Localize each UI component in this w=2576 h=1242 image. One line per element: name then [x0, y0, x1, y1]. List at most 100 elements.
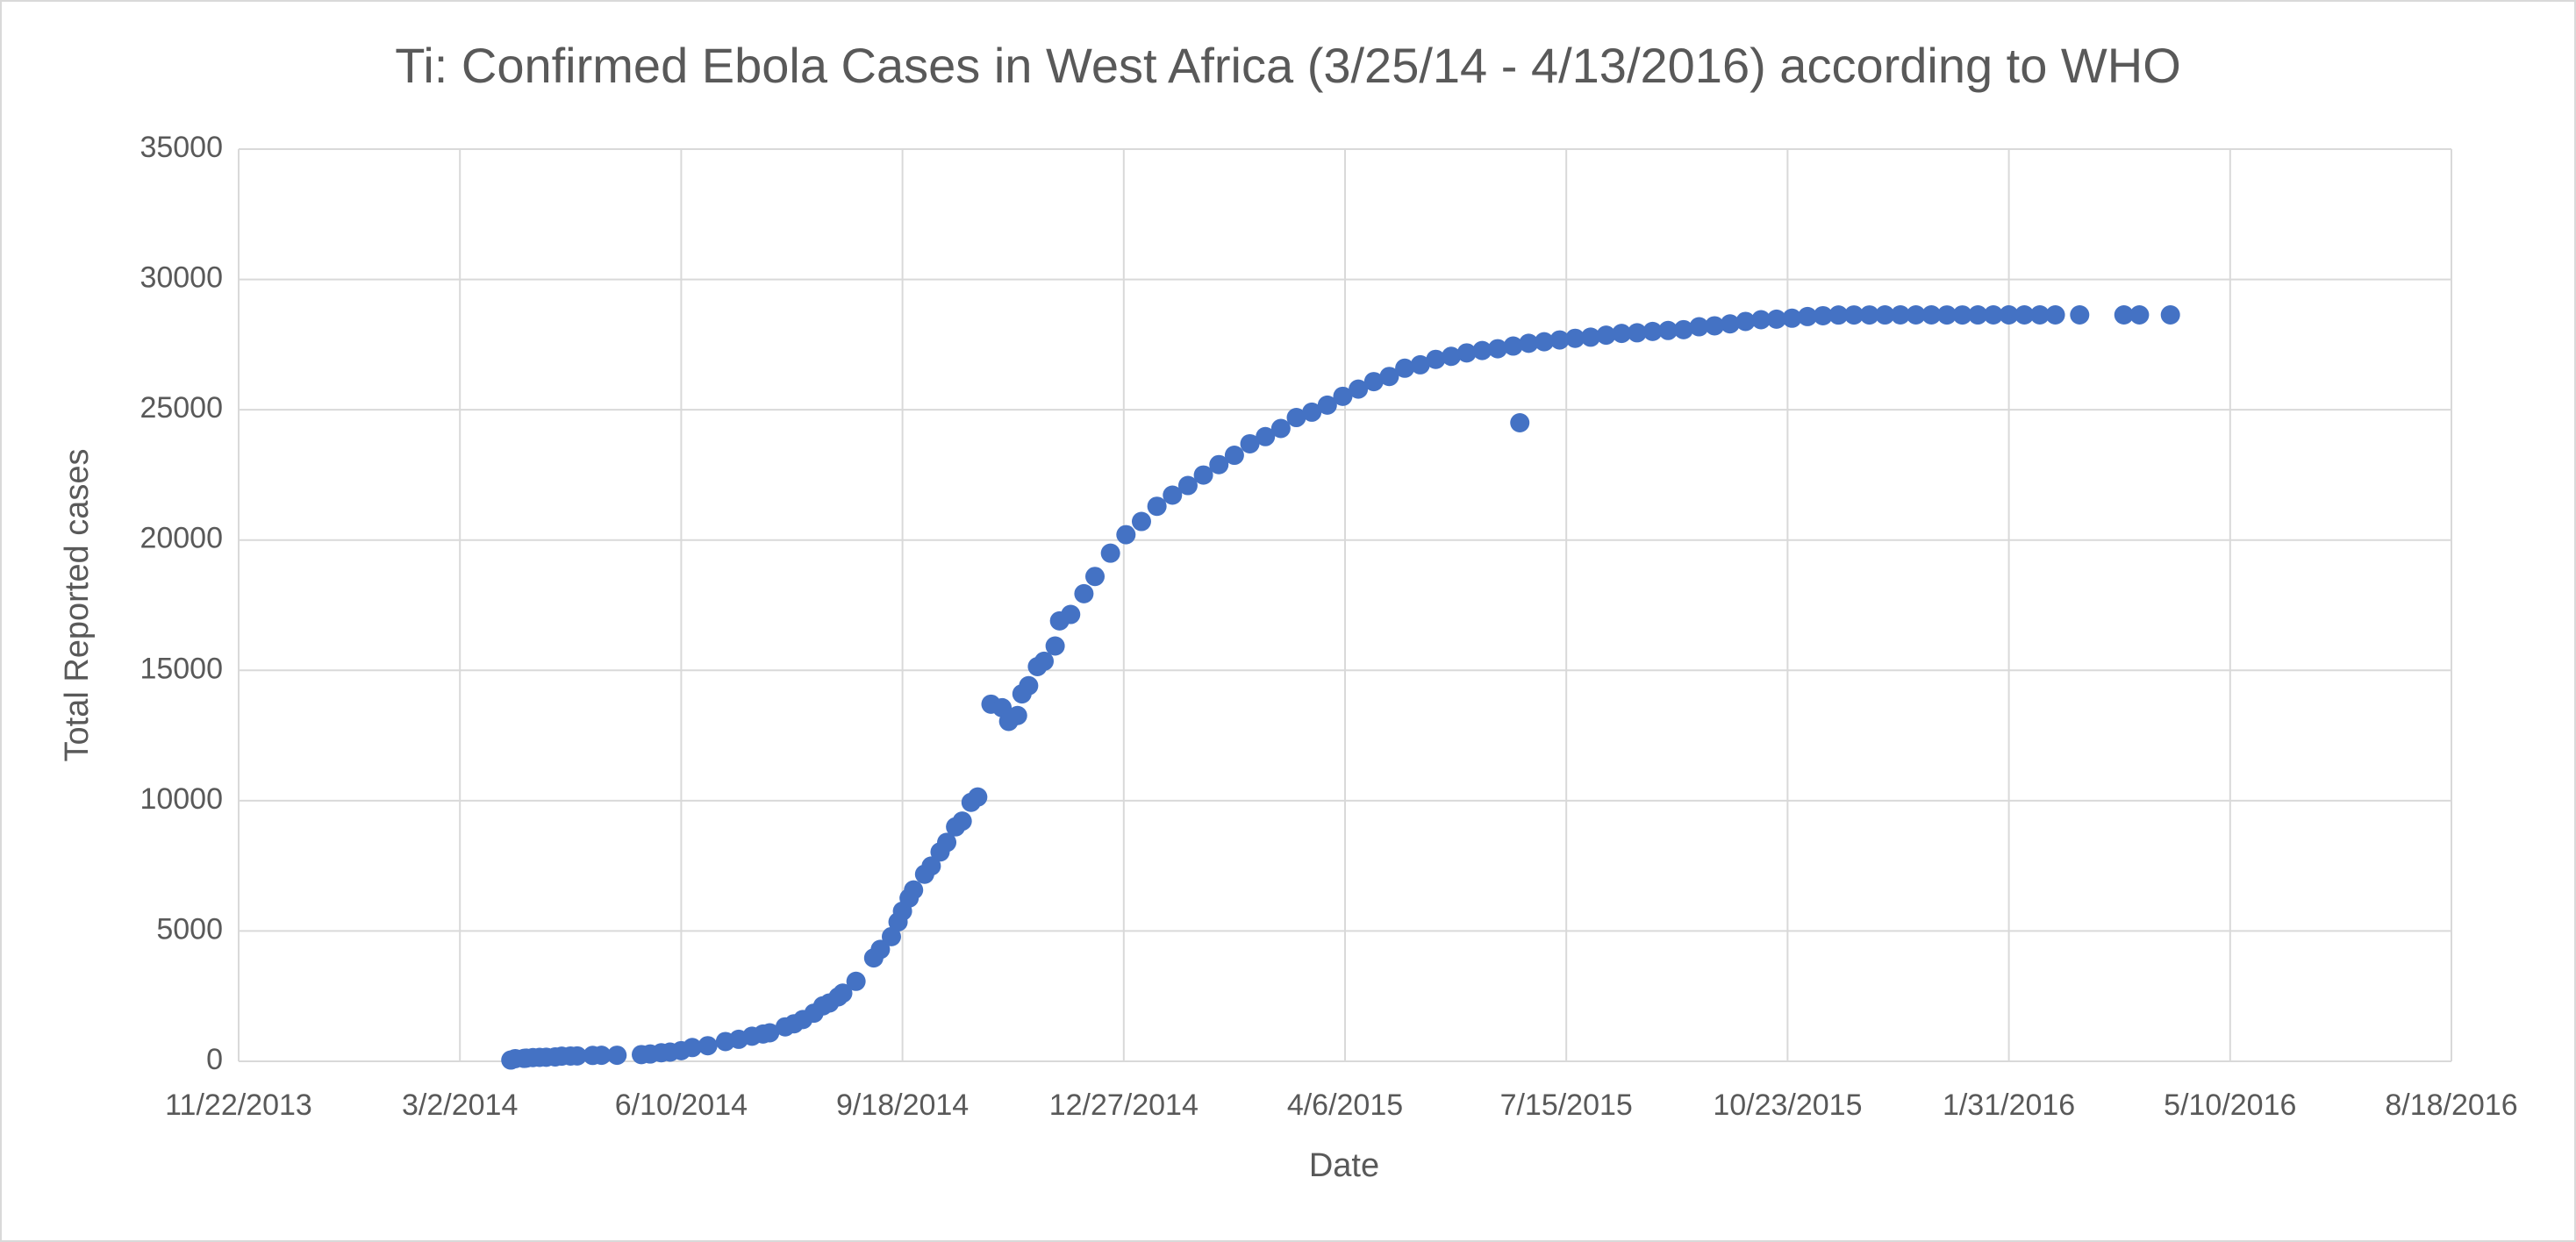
data-point: [833, 983, 853, 1003]
data-point: [1147, 496, 1167, 517]
data-point: [1596, 325, 1616, 346]
data-point: [760, 1023, 780, 1043]
data-point: [1549, 330, 1570, 350]
y-tick-label: 20000: [140, 522, 223, 555]
data-point: [698, 1036, 718, 1056]
y-tick-label: 35000: [140, 131, 223, 164]
data-point: [607, 1046, 627, 1066]
data-point: [1503, 336, 1523, 356]
data-point: [1627, 323, 1647, 343]
data-point: [881, 926, 901, 946]
x-tick-label: 12/27/2014: [1049, 1089, 1199, 1122]
data-point: [1177, 475, 1198, 496]
data-point: [2160, 305, 2180, 325]
data-point: [683, 1038, 703, 1058]
data-point: [1317, 395, 1337, 415]
data-point: [1302, 402, 1322, 422]
data-point: [1193, 465, 1213, 485]
data-point: [904, 880, 924, 900]
data-point: [1034, 651, 1055, 671]
data-point: [1333, 386, 1353, 406]
data-point: [1085, 567, 1106, 587]
x-tick-label: 9/18/2014: [836, 1089, 969, 1122]
data-point: [1782, 308, 1802, 328]
data-point: [1875, 305, 1895, 325]
data-point: [1472, 340, 1492, 360]
data-point: [1891, 304, 1911, 325]
x-axis-label: Date: [1309, 1147, 1379, 1184]
data-point: [1256, 426, 1276, 446]
data-point: [952, 811, 972, 832]
x-tick-label: 5/10/2016: [2164, 1089, 2296, 1122]
data-point: [1906, 304, 1926, 325]
data-point: [1735, 311, 1756, 332]
data-point: [1270, 418, 1291, 439]
data-point: [968, 787, 988, 807]
data-point: [2129, 305, 2150, 325]
data-point: [1131, 511, 1151, 532]
data-point: [591, 1046, 612, 1066]
data-point: [1519, 333, 1539, 353]
data-point: [846, 971, 866, 991]
data-point: [1766, 309, 1786, 329]
data-point: [1019, 675, 1039, 696]
data-point: [1983, 305, 2003, 325]
data-point: [1410, 354, 1430, 375]
y-axis-label: Total Reported cases: [59, 449, 96, 762]
data-point: [1240, 433, 1260, 453]
data-point: [1209, 454, 1229, 475]
data-point: [1859, 305, 1879, 325]
data-point: [1045, 636, 1065, 656]
data-point: [1673, 319, 1693, 339]
data-point: [1751, 310, 1771, 330]
data-point: [1286, 408, 1306, 428]
data-point: [1163, 485, 1183, 505]
data-point: [1844, 305, 1864, 325]
data-point: [2045, 305, 2065, 325]
data-point: [1349, 379, 1369, 399]
data-point: [1426, 349, 1446, 369]
data-point: [1363, 372, 1384, 392]
data-point: [1642, 321, 1663, 341]
data-point: [1007, 705, 1027, 725]
data-point: [2070, 305, 2090, 325]
data-point: [1968, 305, 1988, 325]
data-point: [1456, 343, 1477, 363]
data-point: [1689, 317, 1709, 337]
x-tick-label: 10/23/2015: [1713, 1089, 1862, 1122]
y-tick-label: 30000: [140, 261, 223, 295]
data-point: [870, 939, 891, 960]
data-point: [1379, 367, 1399, 387]
y-tick-label: 15000: [140, 652, 223, 685]
y-tick-label: 5000: [156, 912, 223, 946]
x-tick-label: 7/15/2015: [1500, 1089, 1633, 1122]
y-tick-label: 0: [206, 1043, 223, 1076]
data-point: [1074, 583, 1094, 603]
x-tick-label: 1/31/2016: [1943, 1089, 2075, 1122]
y-tick-label: 25000: [140, 391, 223, 425]
data-point: [1999, 305, 2019, 325]
data-point: [1798, 306, 1818, 326]
x-tick-label: 6/10/2014: [615, 1089, 748, 1122]
data-point: [1828, 305, 1849, 325]
x-tick-label: 11/22/2013: [165, 1089, 312, 1122]
data-point: [1100, 543, 1120, 563]
data-point: [1921, 304, 1942, 325]
data-point: [1705, 316, 1725, 336]
x-tick-label: 4/6/2015: [1287, 1089, 1403, 1122]
data-point: [1952, 305, 1972, 325]
data-point: [1936, 305, 1957, 325]
data-point: [1813, 305, 1833, 325]
data-point: [2114, 305, 2134, 325]
data-point: [1395, 358, 1415, 378]
data-point: [1534, 332, 1554, 352]
data-point: [921, 856, 941, 876]
data-point: [1580, 327, 1600, 347]
x-tick-label: 3/2/2014: [402, 1089, 518, 1122]
data-point: [937, 832, 957, 853]
x-tick-label: 8/18/2016: [2385, 1089, 2517, 1122]
data-point: [1612, 324, 1632, 344]
data-point: [1488, 339, 1508, 359]
data-point: [1116, 525, 1136, 545]
